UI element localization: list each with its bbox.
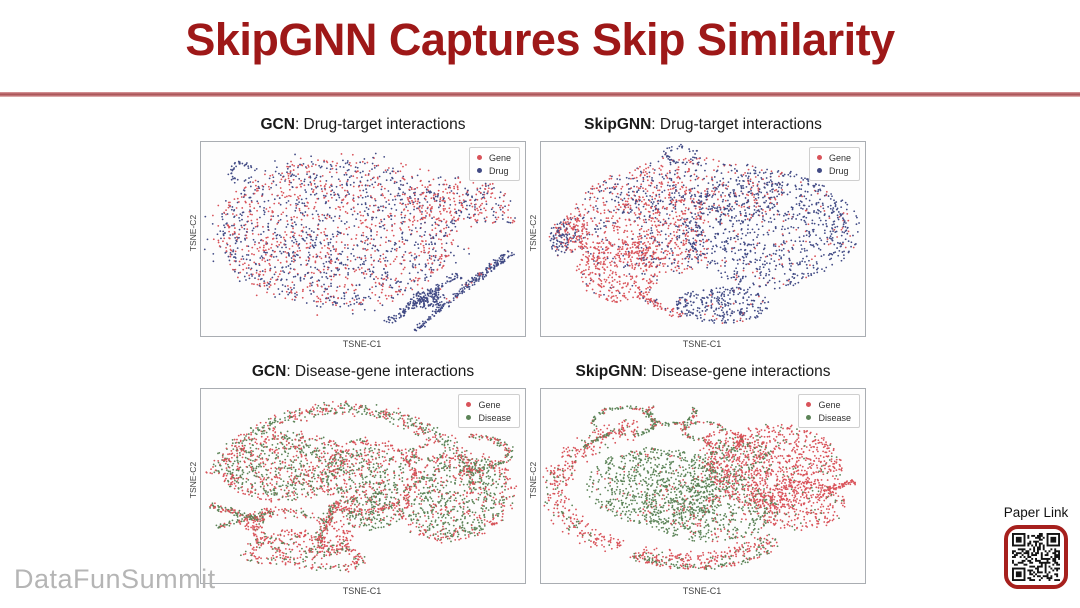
legend-marker-disease: [466, 415, 472, 420]
legend-entry-gene: Gene: [806, 398, 851, 411]
plot-gcn-drug-target: GCN: Drug-target interactions TSNE-C2 Ge…: [186, 112, 526, 358]
plot-area: Gene Disease: [540, 388, 866, 584]
plot-area: Gene Disease: [200, 388, 526, 584]
paper-link-block: Paper Link: [1000, 505, 1072, 589]
legend-marker-gene: [816, 155, 822, 160]
datafunsummit-watermark: DataFunSummit: [14, 564, 216, 594]
plot-title: SkipGNN: Disease-gene interactions: [540, 363, 866, 381]
y-axis-label: TSNE-C2: [528, 214, 538, 252]
legend-marker-drug: [476, 168, 482, 173]
legend-marker-gene: [476, 155, 482, 160]
plot-title-rest: : Drug-target interactions: [651, 116, 822, 133]
legend-label-gene: Gene: [488, 152, 511, 163]
legend-entry-drug: Drug: [476, 164, 511, 177]
plot-area: Gene Drug: [200, 141, 526, 337]
legend-label-disease: Disease: [478, 412, 511, 423]
plot-title-rest: : Disease-gene interactions: [286, 363, 475, 380]
plot-title: GCN: Disease-gene interactions: [200, 363, 526, 381]
plot-title-model: SkipGNN: [584, 116, 652, 133]
legend: Gene Disease: [798, 394, 860, 428]
y-axis-label: TSNE-C2: [528, 461, 538, 499]
y-axis-label: TSNE-C2: [188, 214, 198, 252]
legend-entry-disease: Disease: [466, 411, 511, 424]
legend-label-gene: Gene: [828, 152, 851, 163]
plot-title: SkipGNN: Drug-target interactions: [540, 116, 866, 134]
plot-title-model: GCN: [251, 363, 287, 380]
plot-title-rest: : Disease-gene interactions: [642, 363, 831, 380]
legend-entry-gene: Gene: [476, 151, 511, 164]
legend-marker-gene: [466, 402, 472, 407]
plot-area: Gene Drug: [540, 141, 866, 337]
plot-title: GCN: Drug-target interactions: [200, 116, 526, 134]
title-divider-line: [0, 92, 1080, 97]
legend-label-drug: Drug: [828, 165, 849, 176]
legend-entry-gene: Gene: [816, 151, 851, 164]
legend-label-drug: Drug: [488, 165, 509, 176]
legend-entry-disease: Disease: [806, 411, 851, 424]
legend: Gene Drug: [808, 147, 860, 181]
x-axis-label: TSNE-C1: [342, 339, 382, 349]
plot-gcn-disease-gene: GCN: Disease-gene interactions TSNE-C2 G…: [186, 359, 526, 605]
plot-title-rest: : Drug-target interactions: [294, 116, 466, 133]
x-axis-label: TSNE-C1: [342, 586, 382, 596]
legend-marker-disease: [806, 415, 812, 420]
legend: Gene Drug: [468, 147, 520, 181]
plot-skipgnn-drug-target: SkipGNN: Drug-target interactions TSNE-C…: [526, 112, 866, 358]
legend-entry-gene: Gene: [466, 398, 511, 411]
legend-entry-drug: Drug: [816, 164, 851, 177]
legend-marker-gene: [806, 402, 812, 407]
plot-title-model: GCN: [260, 116, 295, 133]
x-axis-label: TSNE-C1: [682, 586, 722, 596]
plot-title-model: SkipGNN: [575, 363, 643, 380]
legend-label-disease: Disease: [818, 412, 851, 423]
y-axis-label: TSNE-C2: [188, 461, 198, 499]
qr-code-frame: [1004, 525, 1068, 589]
slide-title: SkipGNN Captures Skip Similarity: [185, 14, 895, 65]
plot-skipgnn-disease-gene: SkipGNN: Disease-gene interactions TSNE-…: [526, 359, 866, 605]
x-axis-label: TSNE-C1: [682, 339, 722, 349]
legend-label-gene: Gene: [818, 399, 841, 410]
legend-label-gene: Gene: [478, 399, 501, 410]
legend: Gene Disease: [458, 394, 520, 428]
legend-marker-drug: [816, 168, 822, 173]
paper-link-label: Paper Link: [1003, 505, 1069, 520]
qr-code: [1012, 533, 1060, 581]
